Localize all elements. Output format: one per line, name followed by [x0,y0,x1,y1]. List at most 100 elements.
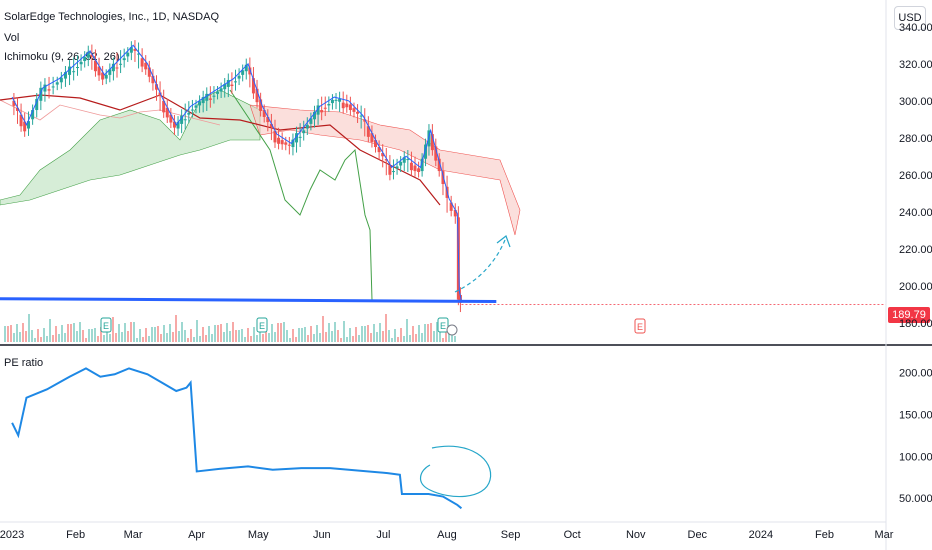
time-axis-tick: Mar [124,529,143,541]
candle-body [140,58,144,67]
earnings-marker-icon[interactable]: E [256,317,268,333]
volume-bar [376,332,378,342]
volume-bar [268,333,270,342]
candle-body [295,133,299,143]
volume-bar [28,314,30,342]
time-axis-tick: Oct [564,529,581,541]
candle-body [345,103,349,108]
volume-bar [4,326,6,342]
time-axis-tick: Aug [437,529,457,541]
volume-bar [331,331,333,342]
volume-bar [250,336,252,342]
volume-bar [304,327,306,342]
candle-body [15,107,19,111]
volume-bar [418,325,420,342]
candle-body [277,137,281,144]
support-line[interactable] [0,297,497,303]
earnings-marker-icon[interactable]: E [100,317,112,333]
pe-ratio-legend[interactable]: PE ratio [4,357,44,369]
volume-bar [346,337,348,342]
candle-body [72,71,76,73]
volume-legend[interactable]: Vol [4,32,20,44]
candle-body [241,70,245,75]
volume-bar [94,328,96,342]
volume-bar [88,329,90,342]
candle-body [352,108,356,112]
lagging-span-line [229,89,373,301]
price-axis-tick: 320.00 [899,59,932,71]
volume-bar [238,330,240,342]
time-axis-tick: Jun [313,529,331,541]
circle-annotation-icon[interactable] [420,445,492,498]
volume-bar [280,323,282,342]
volume-bar [388,330,390,342]
volume-bar [34,338,36,342]
volume-bar [223,332,225,342]
volume-bar [241,329,243,342]
candle-body [370,133,374,142]
volume-bar [424,324,426,342]
volume-bar [301,328,303,342]
time-axis-tick: Jul [376,529,390,541]
candle-body [334,99,338,101]
candle-body [430,134,434,151]
candle-body [330,99,334,104]
upcoming-earnings-marker-icon[interactable]: E [634,318,646,334]
volume-bar [322,316,324,342]
candle-body [79,61,83,65]
volume-bar [415,334,417,342]
curved-arrow-icon[interactable] [454,239,506,293]
volume-bar [40,337,42,342]
candle-body [453,209,457,217]
candle-body [388,165,392,175]
volume-bar [262,334,264,342]
candle-body [158,92,162,97]
volume-bar [310,326,312,342]
volume-bar [10,325,12,342]
volume-bar [373,324,375,342]
volume-bar [367,325,369,342]
candle-body [23,121,27,132]
candle-body [395,166,399,169]
candle-body [320,110,324,113]
volume-bar [184,330,186,342]
candle-body [27,121,31,129]
volume-bar [64,333,66,342]
candle-body [144,62,148,70]
ichimoku-legend[interactable]: Ichimoku (9, 26, 52, 26) [4,51,120,63]
volume-bar [160,334,162,342]
price-axis-tick: 240.00 [899,207,932,219]
volume-bar [286,330,288,342]
price-axis-tick: 260.00 [899,170,932,182]
candle-body [363,119,367,122]
volume-bar [166,333,168,342]
volume-bar [316,325,318,342]
candle-body [384,159,388,161]
candle-body [323,107,327,109]
candle-body [262,110,266,117]
candle-body [458,295,462,303]
candle-body [230,84,234,86]
volume-bar [274,332,276,342]
kumo-cloud-red [249,104,521,236]
volume-bar [364,326,366,342]
volume-bar [91,329,93,342]
pe-ratio-line[interactable] [11,367,463,510]
volume-bar [409,335,411,342]
candle-body [68,66,72,75]
volume-bar [397,337,399,342]
volume-bar [118,324,120,342]
volume-bar [58,334,60,342]
currency-button[interactable]: USD [894,6,926,30]
volume-bar [193,337,195,342]
volume-bar [46,336,48,342]
volume-bar [133,322,135,342]
svg-text:E: E [103,321,109,331]
candle-body [83,56,87,62]
candle-body [424,144,428,159]
volume-bar [82,330,84,342]
earnings-marker-icon[interactable]: E [437,317,458,336]
volume-bar [229,331,231,342]
candle-body [126,52,130,57]
